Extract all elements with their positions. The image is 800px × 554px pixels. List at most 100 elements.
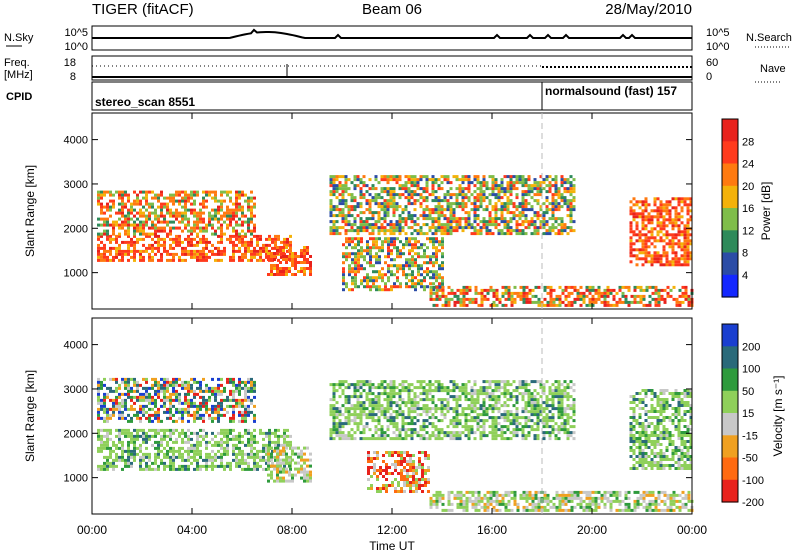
- colorbar-tick-label: 200: [742, 341, 760, 353]
- time-axis-label: Time UT: [369, 539, 415, 553]
- colorbar-tick-label: -200: [742, 497, 764, 509]
- colorbar-swatch: [722, 141, 738, 165]
- power-colorbar-label: Power [dB]: [759, 182, 773, 241]
- freq-tick-top: 18: [64, 57, 76, 69]
- colorbar-tick-label: 100: [742, 364, 760, 376]
- x-tick-label: 16:00: [477, 523, 507, 537]
- x-tick-label: 12:00: [377, 523, 407, 537]
- colorbar-swatch: [722, 368, 738, 392]
- velocity-colorbar: 200 100 50 15 -15 -50 -100 -200 Velocity [m s⁻¹…: [721, 323, 785, 509]
- echo-region-2: [97, 190, 256, 236]
- nave-label: Nave: [760, 63, 786, 75]
- echo-region-3: [267, 246, 312, 276]
- colorbar-swatch: [722, 230, 738, 254]
- nsearch-tick-bottom: 10^0: [706, 41, 730, 53]
- power-ylabel: Slant Range [km]: [23, 165, 37, 257]
- echo-region-1: [97, 428, 292, 471]
- colorbar-swatch: [722, 457, 738, 481]
- colorbar-tick-label: 4: [742, 270, 748, 282]
- colorbar-tick-label: 16: [742, 203, 754, 215]
- colorbar-tick-label: 24: [742, 159, 754, 171]
- colorbar-swatch: [722, 252, 738, 276]
- echo-region-5: [342, 237, 444, 292]
- colorbar-swatch: [722, 435, 738, 459]
- colorbar-tick-label: 20: [742, 181, 754, 193]
- echo-region-4: [329, 175, 576, 236]
- nsky-panel: N.Sky 10^5 10^0 10^5 10^0 N.Search: [4, 25, 792, 53]
- y-tick-label: 1000: [64, 473, 88, 485]
- echo-region-5: [367, 451, 430, 493]
- freq-tick-bottom: 8: [70, 71, 76, 83]
- colorbar-swatch: [722, 390, 738, 414]
- y-tick-label: 3000: [64, 179, 88, 191]
- velocity-colorbar-label: Velocity [m s⁻¹]: [771, 375, 785, 456]
- x-tick-label: 20:00: [577, 523, 607, 537]
- colorbar-tick-label: -50: [742, 453, 758, 465]
- colorbar-swatch: [722, 346, 738, 370]
- colorbar-swatch: [722, 479, 738, 503]
- colorbar-tick-label: 12: [742, 225, 754, 237]
- x-tick-label: 08:00: [277, 523, 307, 537]
- y-tick-label: 2000: [64, 223, 88, 235]
- echo-region-2: [97, 377, 256, 423]
- echo-region-3: [267, 446, 312, 483]
- colorbar-tick-label: -15: [742, 430, 758, 442]
- colorbar-swatch: [722, 163, 738, 187]
- nave-tick-bottom: 0: [706, 71, 712, 83]
- title-left: TIGER (fitACF): [92, 1, 194, 18]
- time-x-axis: 00:00 04:00 08:00 12:00 16:00 20:00 00:00: [77, 523, 707, 537]
- x-tick-label: 00:00: [77, 523, 107, 537]
- power-panel: 1000 2000 3000 4000 Slant Range [km]: [23, 112, 694, 310]
- colorbar-tick-label: 50: [742, 386, 754, 398]
- y-tick-label: 1000: [64, 268, 88, 280]
- y-tick-label: 4000: [64, 340, 88, 352]
- echo-region-7: [629, 197, 693, 267]
- echo-region-6: [429, 490, 694, 512]
- colorbar-swatch: [722, 185, 738, 209]
- x-tick-marks: [91, 113, 693, 309]
- echo-region-4: [329, 380, 576, 441]
- power-y-axis: 1000 2000 3000 4000: [64, 113, 693, 309]
- nsearch-label: N.Search: [746, 32, 792, 44]
- y-tick-label: 3000: [64, 384, 88, 396]
- colorbar-tick-label: -100: [742, 475, 764, 487]
- velocity-echoes: [97, 377, 694, 512]
- x-tick-label: 00:00: [677, 523, 707, 537]
- power-echoes: [97, 175, 694, 307]
- colorbar-swatch: [722, 274, 738, 298]
- power-colorbar: 28 24 20 16 12 8 4 Power [dB]: [721, 118, 773, 298]
- y-tick-label: 4000: [64, 135, 88, 147]
- nsearch-tick-top: 10^5: [706, 27, 730, 39]
- title-center: Beam 06: [362, 1, 422, 18]
- freq-label: Freq.: [4, 57, 30, 69]
- echo-region-6: [429, 285, 694, 307]
- colorbar-tick-label: 8: [742, 248, 748, 260]
- colorbar-tick-label: 28: [742, 136, 754, 148]
- freq-unit-label: [MHz]: [4, 69, 33, 81]
- velocity-panel: 1000 2000 3000 4000 00:00 04:00 08:00 12:00 16:…: [23, 317, 707, 553]
- echo-region-1: [97, 234, 292, 262]
- nsky-label: N.Sky: [4, 32, 34, 44]
- x-tick-label: 04:00: [177, 523, 207, 537]
- cpid-label: CPID: [6, 91, 32, 103]
- nave-tick-top: 60: [706, 57, 718, 69]
- colorbar-swatch: [722, 413, 738, 436]
- velocity-y-axis: 1000 2000 3000 4000: [64, 318, 693, 514]
- colorbar-swatch: [722, 324, 738, 347]
- cpid-segment-1: stereo_scan 8551: [95, 95, 195, 109]
- colorbar-tick-label: 15: [742, 408, 754, 420]
- title-right: 28/May/2010: [605, 1, 692, 18]
- x-tick-marks: [91, 318, 693, 514]
- echo-region-7: [629, 389, 693, 470]
- y-tick-label: 2000: [64, 428, 88, 440]
- cpid-segment-2: normalsound (fast) 157: [545, 84, 677, 98]
- nsky-trace: [92, 28, 692, 39]
- nsky-tick-bottom: 10^0: [64, 41, 88, 53]
- colorbar-swatch: [722, 119, 738, 142]
- nsky-tick-top: 10^5: [64, 27, 88, 39]
- colorbar-swatch: [722, 208, 738, 231]
- velocity-ylabel: Slant Range [km]: [23, 370, 37, 462]
- cpid-panel: CPID stereo_scan 8551 normalsound (fast)…: [6, 81, 693, 111]
- freq-panel: Freq. [MHz] 18 8 60 0 Nave: [4, 55, 786, 83]
